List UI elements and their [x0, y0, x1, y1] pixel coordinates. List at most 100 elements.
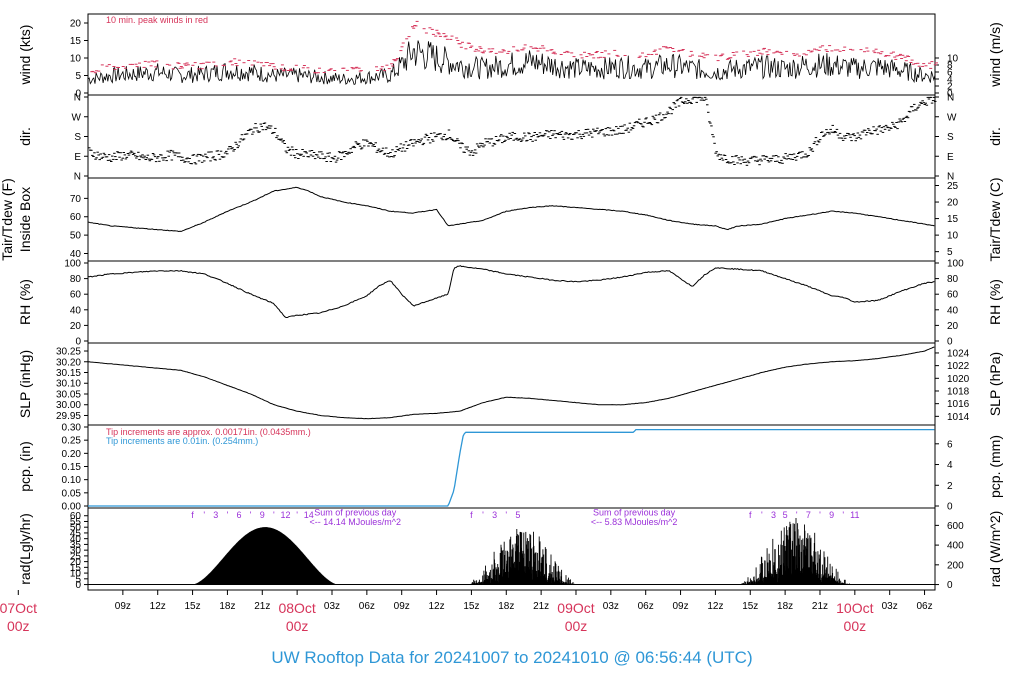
rad-hour-mark: ' [250, 510, 252, 520]
rad-hour-mark: ' [227, 510, 229, 520]
xtick-label: 15z [742, 601, 758, 612]
ytick-label-right: 0 [947, 580, 953, 591]
rad-hour-mark: ' [842, 510, 844, 520]
ytick-label-left: 30.20 [56, 357, 81, 368]
rad-hour-mark: 5 [783, 510, 788, 520]
day-label-hour: 00z [565, 618, 588, 634]
ytick-label-right: 5 [947, 247, 953, 258]
xtick-label: 18z [219, 601, 235, 612]
ytick-label-left: 30.00 [56, 400, 81, 411]
ytick-label-right: 60 [947, 290, 959, 301]
rad-hour-mark: ' [796, 510, 798, 520]
ylabel-right-rh: RH (%) [987, 279, 1003, 325]
rad-sum-annotation: <-- 14.14 MJoules/m^2 [309, 517, 401, 527]
xtick-label: 09z [672, 601, 688, 612]
xtick-label: 12z [428, 601, 444, 612]
xtick-label: 21z [533, 601, 549, 612]
ytick-label-left: N [74, 93, 81, 104]
series-line-slp [87, 346, 935, 420]
xtick-label: 06z [916, 601, 932, 612]
rad-hour-mark: 5 [515, 510, 520, 520]
ytick-label-right: S [947, 132, 954, 143]
rad-hour-mark: ' [203, 510, 205, 520]
ytick-label-left: 30.05 [56, 389, 81, 400]
xtick-label: 21z [254, 601, 270, 612]
ytick-label-right: 80 [947, 274, 959, 285]
ylabel-left-dir: dir. [17, 127, 33, 146]
series-line-wind [87, 40, 936, 86]
xtick-label: 12z [150, 601, 166, 612]
ytick-label-right: 20 [947, 198, 959, 209]
annotation-tip-increment: Tip increments are 0.01in. (0.254mm.) [106, 436, 258, 446]
day-label-date: 09Oct [557, 600, 594, 616]
ytick-label-right: 10 [947, 54, 959, 65]
ytick-label-left: 25 [70, 551, 82, 562]
ytick-label-left: 20 [70, 19, 82, 30]
ytick-label-left: 35 [70, 540, 82, 551]
ytick-label-right: E [947, 152, 954, 163]
ytick-label-left: 100 [64, 259, 81, 270]
ytick-label-left: 30.15 [56, 368, 81, 379]
ytick-label-right: 400 [947, 541, 964, 552]
panel-frame-dir [87, 94, 936, 179]
rad-hour-mark: 14 [304, 510, 314, 520]
rad-hour-mark: 11 [850, 510, 859, 520]
panel-frame-rad [87, 507, 936, 591]
ytick-label-left: 0 [75, 337, 81, 348]
ylabel-right-wind: wind (m/s) [987, 22, 1003, 88]
ylabel-left2-temp: Tair/Tdew (F) [0, 178, 15, 260]
ylabel-right-slp: SLP (hPa) [987, 352, 1003, 416]
ytick-label-right: 1022 [947, 361, 970, 372]
ytick-label-left: 70 [70, 194, 82, 205]
footer-title: UW Rooftop Data for 20241007 to 20241010… [271, 648, 753, 667]
ytick-label-right: 0 [947, 89, 953, 100]
ytick-label-left: 15 [70, 36, 82, 47]
rad-sum-annotation: Sum of previous day [593, 508, 676, 518]
ytick-label-left: 10 [70, 54, 82, 65]
xtick-label: 18z [777, 601, 793, 612]
ytick-label-right: N [947, 172, 954, 183]
ytick-label-left: 30.10 [56, 379, 81, 390]
ytick-label-left: 0.15 [62, 462, 82, 473]
ytick-label-right: 1018 [947, 386, 970, 397]
rad-hour-mark: f [749, 510, 752, 520]
ytick-label-right: 2 [947, 481, 953, 492]
ytick-label-right: 1020 [947, 374, 970, 385]
ytick-label-right: 10 [947, 231, 959, 242]
ytick-label-left: 0.30 [62, 423, 82, 434]
day-label-hour: 00z [7, 618, 30, 634]
ytick-label-right: 40 [947, 305, 959, 316]
ylabel-right-rad: rad (W/m^2) [987, 511, 1003, 588]
rad-sum-annotation: <-- 5.83 MJoules/m^2 [591, 517, 678, 527]
ytick-label-right: 100 [947, 259, 964, 270]
rad-hour-mark: ' [273, 510, 275, 520]
ytick-label-right: 4 [947, 460, 953, 471]
ytick-label-left: 5 [75, 574, 81, 585]
rad-hour-mark: 9 [260, 510, 265, 520]
ytick-label-left: 0.05 [62, 488, 82, 499]
ytick-label-right: 0 [947, 337, 953, 348]
ylabel-left-rad: rad(Lgly/hr) [17, 513, 33, 585]
ytick-label-left: W [72, 112, 82, 123]
ytick-label-right: 600 [947, 521, 964, 532]
ytick-label-left: 30.25 [56, 347, 81, 358]
xtick-label: 03z [882, 601, 898, 612]
ytick-label-right: 8 [947, 61, 953, 72]
ylabel-left-pcp: pcp. (in) [17, 441, 33, 492]
xtick-label: 15z [463, 601, 479, 612]
ytick-label-right: 20 [947, 321, 959, 332]
rad-hour-mark: ' [761, 510, 763, 520]
ytick-label-left: 0.10 [62, 475, 82, 486]
rad-hour-mark: ' [296, 510, 298, 520]
ytick-label-right: 6 [947, 68, 953, 79]
series-line-temp [87, 186, 935, 233]
ytick-label-right: 200 [947, 560, 964, 571]
rad-hour-mark: f [470, 510, 473, 520]
ylabel-right-pcp: pcp. (mm) [987, 435, 1003, 498]
ylabel-left-rh: RH (%) [17, 279, 33, 325]
ytick-label-left: 40 [70, 305, 82, 316]
ytick-label-left: 29.95 [56, 411, 81, 422]
xtick-label: 09z [115, 601, 131, 612]
